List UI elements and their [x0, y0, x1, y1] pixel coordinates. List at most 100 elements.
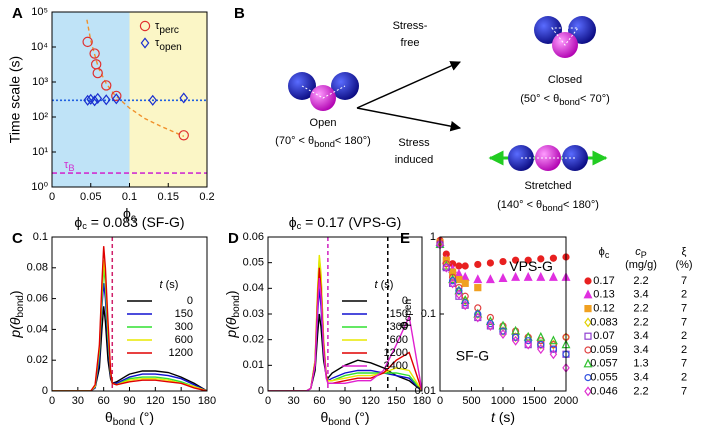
y-tick-label: 10⁰: [31, 181, 48, 193]
x-tick-label: 1500: [522, 395, 546, 407]
plot-area: [268, 237, 422, 391]
point: [511, 335, 520, 346]
point: [511, 332, 520, 343]
legend-marker: [140, 37, 150, 49]
x-tick-label: 90: [123, 395, 135, 407]
point: [455, 275, 463, 284]
legend-header-unit: (%): [675, 259, 692, 271]
legend-marker: [584, 346, 592, 354]
legend-cell: 2: [681, 344, 687, 356]
x-axis-label-part: (°): [135, 409, 154, 425]
legend-header-part: ξ: [682, 246, 687, 258]
point: [524, 337, 532, 345]
point: [511, 333, 520, 341]
legend-title-part: (s): [163, 279, 179, 291]
region: [129, 12, 207, 187]
point: [498, 273, 508, 282]
point: [499, 327, 507, 335]
point: [549, 349, 558, 360]
point: [461, 279, 469, 287]
x-tick-label: 150: [387, 395, 405, 407]
condition: free: [401, 37, 420, 49]
plot-frame: [267, 236, 423, 392]
chart-title: ϕc = 0.17 (VPS-G): [289, 214, 402, 232]
point: [89, 48, 100, 59]
x-tick-label: 0.05: [80, 191, 101, 203]
series-line: [52, 246, 207, 391]
legend-header: cP: [635, 246, 647, 260]
legend-cell: 2: [681, 289, 687, 301]
diagram-shapes: [288, 16, 608, 171]
legend-cell: 2: [681, 330, 687, 342]
legend-title-part: (s): [378, 279, 394, 291]
legend-label: 150: [175, 308, 193, 320]
y-tick-label: 0.1: [421, 308, 436, 320]
y-tick-label: 0.06: [243, 231, 264, 243]
legend-label: 0: [187, 295, 193, 307]
point: [90, 95, 99, 107]
x-axis-label-part: ϕ: [123, 205, 131, 221]
point: [455, 287, 463, 295]
y-tick-label: 0: [258, 385, 264, 397]
legend-label: 0.046: [590, 385, 618, 397]
y-axis-label-part: p(θ: [223, 317, 239, 338]
legend-label: 1200: [169, 347, 193, 359]
y-axis-label: Time scale (s): [7, 56, 23, 143]
x-axis-label-part: (°): [351, 409, 370, 425]
y-tick-label: 0: [42, 385, 48, 397]
x-tick-label: 0: [265, 395, 271, 407]
legend-marker: [584, 317, 592, 328]
plot-area: [52, 19, 207, 174]
plot-frame: [439, 236, 567, 392]
legend-header-part: P: [641, 250, 647, 260]
x-tick-label: 90: [339, 395, 351, 407]
state-label: Closed: [548, 74, 582, 86]
y-axis-label-part: open: [403, 299, 414, 321]
y-axis-label-part: ϕ: [395, 321, 411, 329]
legend-label: 0.13: [593, 289, 614, 301]
state-range-part: < 180°): [335, 135, 371, 147]
x-axis-label-part: θ: [105, 409, 113, 425]
chart-title-part: = 0.17 (VPS-G): [301, 214, 401, 230]
point: [83, 94, 93, 106]
legend-cell: 2.2: [633, 316, 648, 328]
reference-label: τB: [64, 159, 75, 173]
y-tick-label: 10²: [32, 111, 48, 123]
legend-label: 0.057: [590, 358, 618, 370]
annotation: SF-G: [456, 347, 489, 363]
point: [442, 262, 451, 273]
x-tick-label: 0: [437, 395, 443, 407]
legend-label: 0.07: [593, 330, 614, 342]
state-range: (70° < θbond< 180°): [275, 135, 371, 149]
point: [93, 92, 103, 104]
y-tick-label: 0.04: [243, 282, 264, 294]
x-axis-label-part: bond: [113, 417, 135, 428]
point: [524, 339, 532, 350]
state-range-part: bond: [559, 97, 580, 107]
y-axis-label: p(θbond): [7, 290, 26, 338]
point: [536, 271, 546, 281]
x-axis-label-part: t: [491, 409, 496, 425]
x-tick-label: 500: [462, 395, 480, 407]
x-tick-label: 120: [146, 395, 164, 407]
arrow: [356, 61, 461, 109]
point: [101, 80, 112, 91]
x-tick-label: 180: [198, 395, 216, 407]
point: [485, 274, 495, 284]
point: [549, 254, 558, 262]
legend-label: 300: [390, 321, 408, 333]
legend-label: 300: [175, 321, 193, 333]
point: [511, 256, 520, 264]
y-tick-label: 0.02: [243, 334, 264, 346]
legend-label: τperc: [155, 20, 179, 36]
bond: [550, 27, 580, 46]
plot-frame: [51, 11, 208, 188]
point: [111, 90, 122, 102]
point: [536, 331, 546, 341]
x-tick-label: 2000: [554, 395, 578, 407]
point: [474, 312, 482, 323]
chart-title: ϕc = 0.083 (SF-G): [74, 214, 184, 232]
point: [455, 262, 463, 270]
state-range-part: (140° < θ: [497, 199, 542, 211]
